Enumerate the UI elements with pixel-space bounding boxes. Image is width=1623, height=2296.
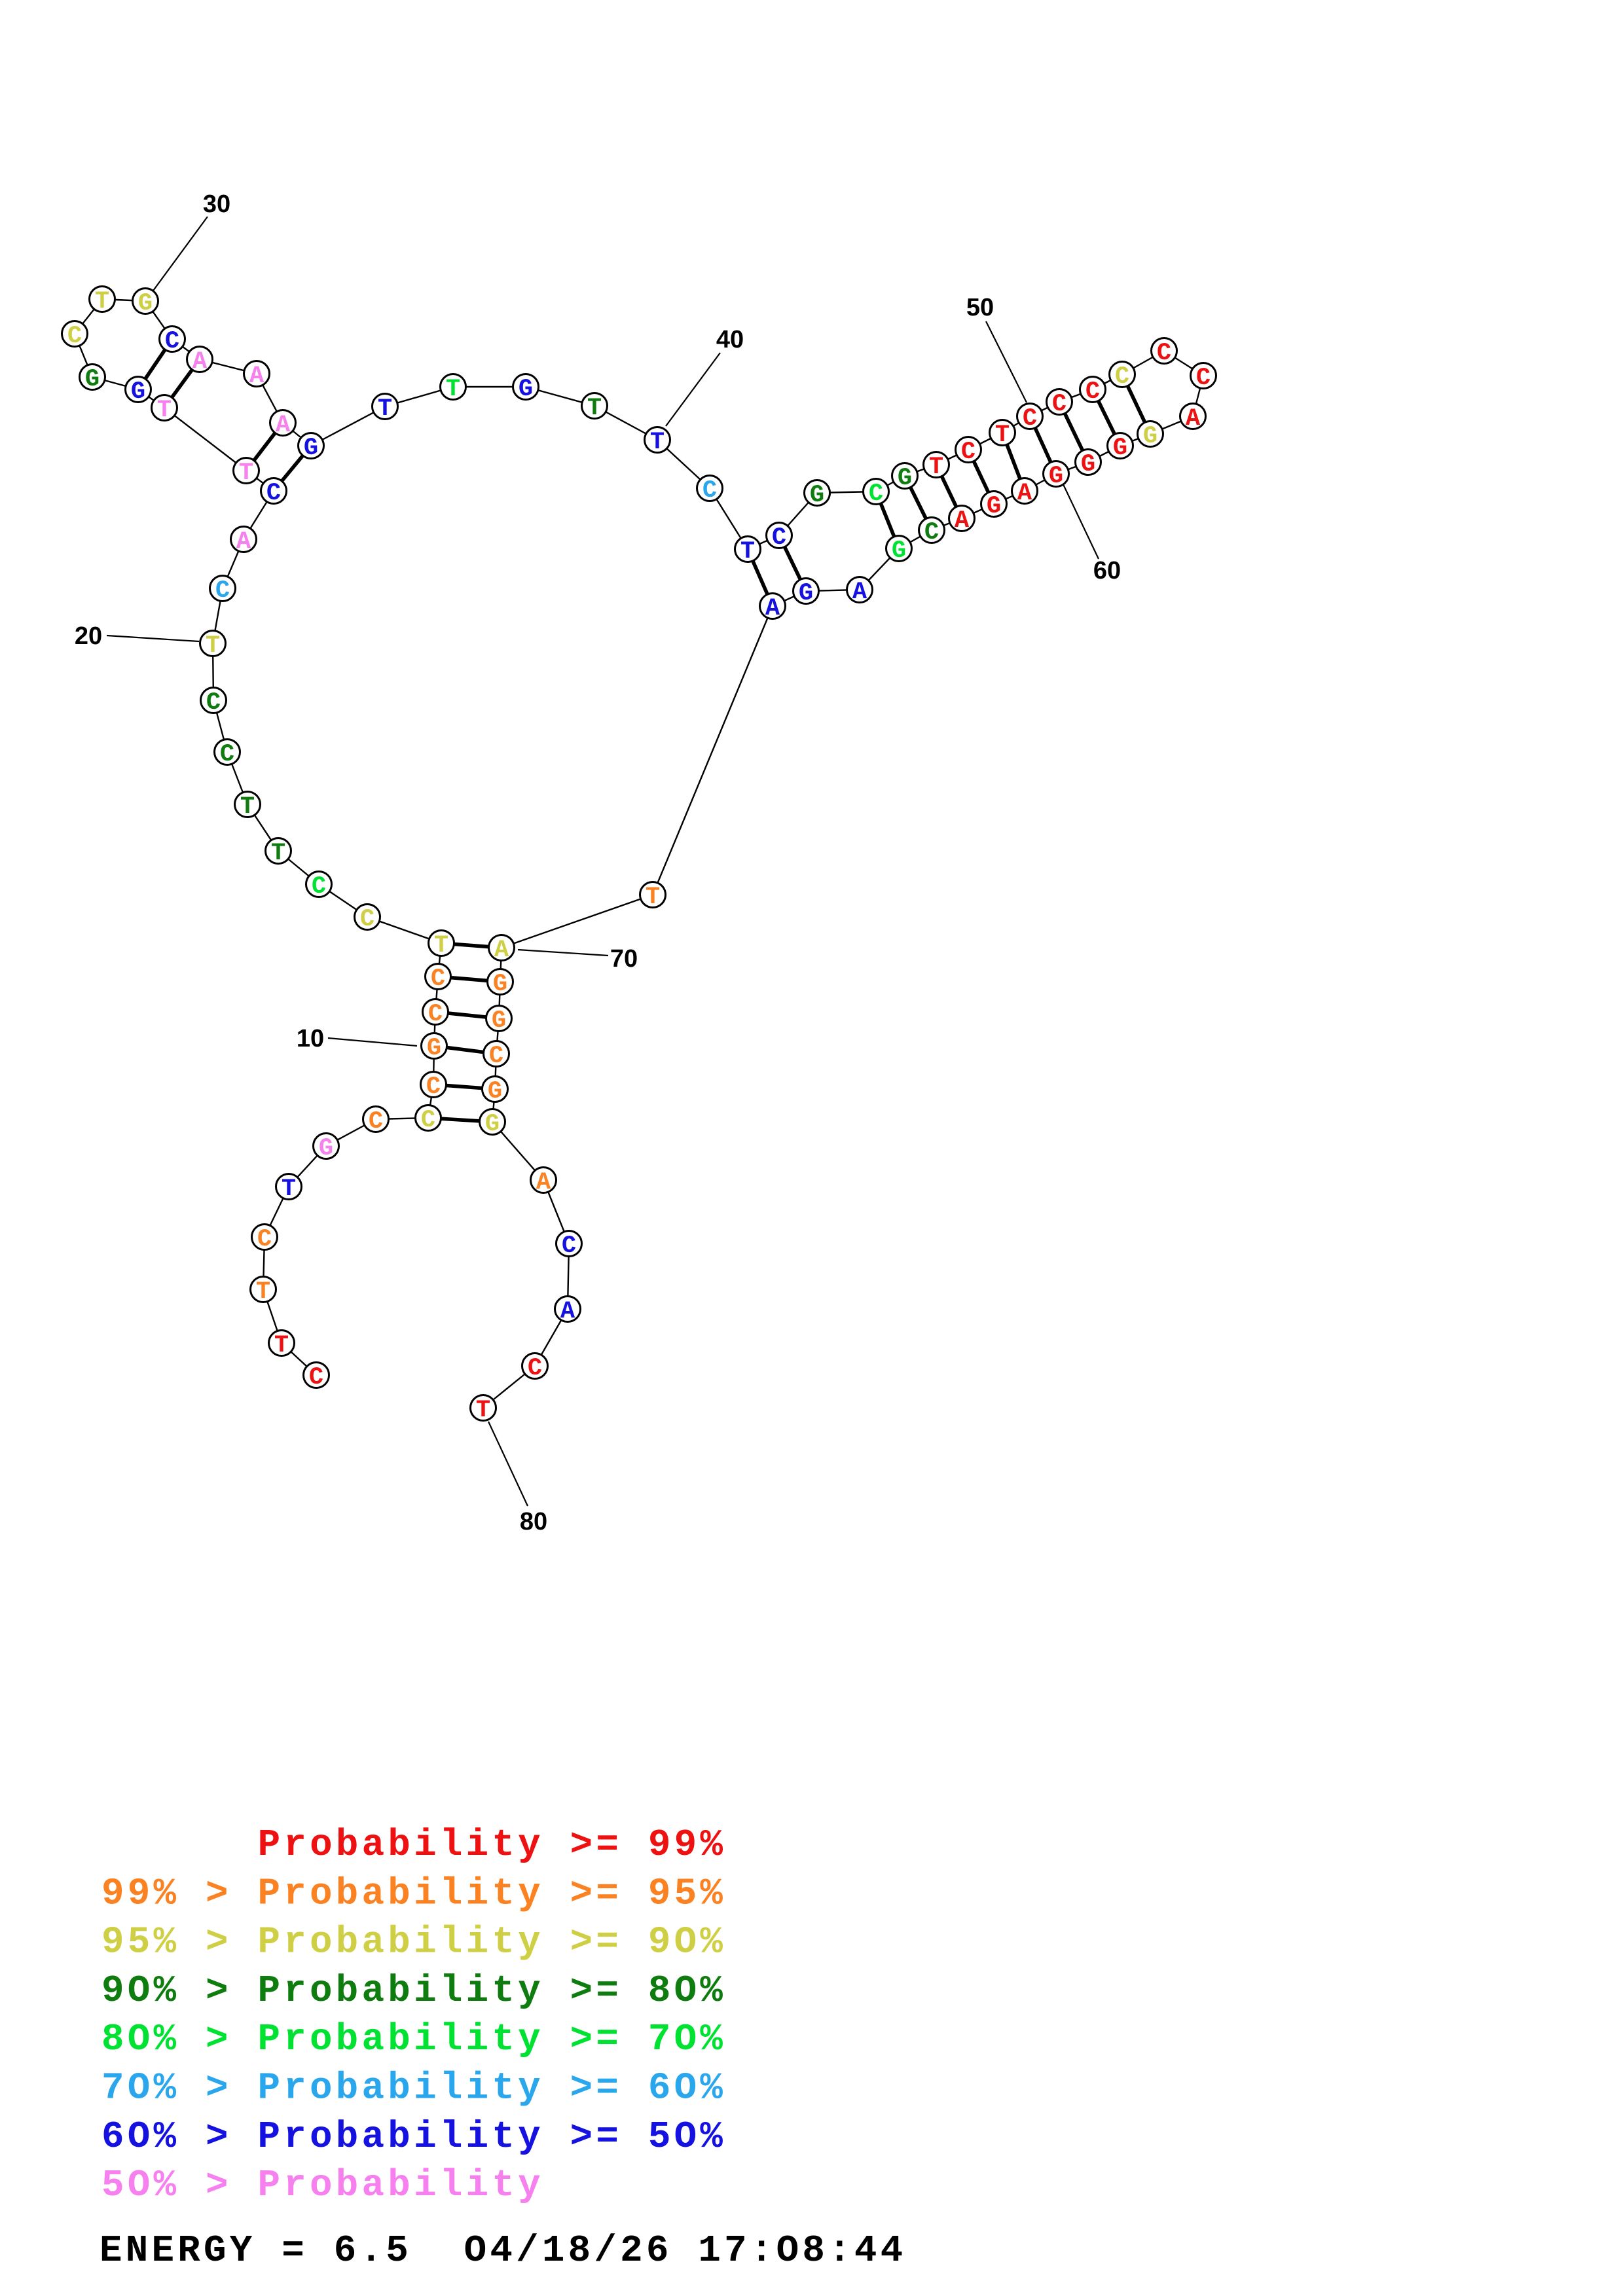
svg-text:T: T — [646, 884, 660, 911]
svg-text:C: C — [489, 1043, 503, 1070]
svg-text:A: A — [249, 363, 264, 390]
svg-text:T: T — [587, 395, 602, 422]
svg-text:T: T — [206, 632, 220, 660]
svg-text:5O% > Probability: 5O% > Probability — [101, 2164, 544, 2207]
svg-text:G: G — [304, 435, 318, 462]
svg-text:C: C — [431, 965, 445, 993]
svg-text:99% > Probability >= 95%: 99% > Probability >= 95% — [101, 1873, 726, 1915]
svg-text:10: 10 — [297, 1025, 324, 1052]
svg-text:C: C — [428, 1001, 443, 1028]
svg-text:G: G — [810, 482, 824, 509]
svg-text:C: C — [528, 1355, 542, 1382]
svg-text:9O% > Probability >= 8O%: 9O% > Probability >= 8O% — [101, 1970, 726, 2013]
svg-text:T: T — [157, 397, 172, 424]
svg-text:T: T — [740, 538, 755, 565]
svg-text:C: C — [961, 439, 976, 466]
svg-text:T: T — [239, 459, 253, 487]
svg-text:G: G — [1049, 463, 1063, 490]
svg-text:20: 20 — [75, 622, 102, 650]
svg-text:G: G — [131, 378, 145, 406]
svg-text:C: C — [1052, 391, 1067, 418]
svg-text:C: C — [1085, 378, 1100, 406]
svg-text:Probability >= 99%: Probability >= 99% — [258, 1824, 727, 1867]
svg-text:G: G — [488, 1078, 502, 1105]
svg-text:T: T — [446, 376, 460, 403]
svg-text:C: C — [869, 480, 883, 508]
svg-text:G: G — [493, 971, 507, 998]
svg-text:T: T — [240, 793, 255, 821]
svg-text:C: C — [426, 1073, 441, 1101]
svg-text:C: C — [1023, 405, 1037, 433]
svg-text:G: G — [1113, 435, 1127, 462]
svg-text:ENERGY = 6.5 O4/18/26 17:O8:4: ENERGY = 6.5 O4/18/26 17:O8:44 — [100, 2230, 906, 2272]
svg-text:C: C — [67, 323, 82, 350]
svg-text:A: A — [1186, 405, 1201, 433]
svg-text:C: C — [924, 519, 939, 547]
svg-text:G: G — [1143, 423, 1158, 450]
svg-text:A: A — [536, 1169, 551, 1196]
svg-text:A: A — [192, 348, 208, 376]
svg-text:T: T — [274, 1332, 289, 1359]
svg-text:G: G — [485, 1111, 500, 1138]
svg-text:T: T — [95, 288, 109, 315]
svg-text:C: C — [1196, 365, 1211, 392]
svg-text:A: A — [560, 1298, 575, 1325]
svg-text:T: T — [476, 1397, 490, 1424]
svg-text:T: T — [995, 422, 1010, 449]
svg-text:G: G — [319, 1135, 333, 1162]
svg-text:A: A — [955, 507, 970, 535]
svg-text:T: T — [256, 1278, 270, 1306]
svg-text:60: 60 — [1093, 557, 1121, 584]
svg-text:A: A — [1017, 480, 1032, 507]
svg-text:G: G — [138, 290, 153, 317]
svg-text:C: C — [206, 689, 221, 717]
svg-text:C: C — [165, 328, 179, 355]
svg-text:A: A — [494, 937, 509, 964]
svg-text:80: 80 — [520, 1508, 547, 1535]
svg-text:T: T — [378, 395, 392, 423]
svg-text:A: A — [852, 579, 867, 606]
svg-text:G: G — [427, 1035, 441, 1062]
svg-text:70: 70 — [610, 945, 638, 973]
svg-text:C: C — [266, 480, 281, 507]
svg-text:50: 50 — [966, 294, 994, 321]
svg-text:G: G — [799, 580, 813, 607]
svg-text:C: C — [360, 906, 374, 933]
svg-text:T: T — [650, 429, 665, 456]
svg-text:7O% > Probability >= 6O%: 7O% > Probability >= 6O% — [101, 2068, 726, 2110]
svg-text:C: C — [702, 477, 717, 505]
svg-text:G: G — [892, 537, 906, 565]
svg-text:T: T — [929, 454, 943, 481]
svg-text:C: C — [257, 1226, 272, 1253]
svg-text:T: T — [434, 932, 448, 960]
svg-text:A: A — [765, 595, 780, 622]
svg-text:G: G — [987, 493, 1001, 520]
svg-text:95% > Probability >= 9O%: 95% > Probability >= 9O% — [101, 1922, 726, 1964]
svg-text:G: G — [85, 366, 100, 393]
svg-text:C: C — [772, 524, 786, 552]
svg-text:C: C — [1115, 363, 1129, 391]
svg-text:8O% > Probability >= 7O%: 8O% > Probability >= 7O% — [101, 2018, 726, 2061]
svg-text:G: G — [492, 1007, 506, 1035]
svg-text:G: G — [1081, 451, 1095, 478]
svg-text:C: C — [369, 1108, 383, 1136]
svg-text:C: C — [1157, 340, 1171, 367]
svg-text:G: G — [898, 465, 912, 492]
svg-text:T: T — [271, 840, 285, 867]
svg-text:C: C — [421, 1107, 435, 1134]
svg-text:A: A — [236, 528, 251, 556]
svg-text:G: G — [519, 376, 533, 403]
svg-text:C: C — [309, 1364, 323, 1391]
svg-text:6O% > Probability >= 5O%: 6O% > Probability >= 5O% — [101, 2116, 726, 2159]
svg-text:T: T — [282, 1175, 296, 1203]
svg-text:40: 40 — [716, 326, 744, 353]
svg-text:C: C — [562, 1232, 576, 1260]
svg-text:C: C — [312, 873, 326, 901]
svg-text:A: A — [276, 412, 291, 439]
svg-text:30: 30 — [203, 190, 230, 218]
svg-text:C: C — [215, 577, 230, 605]
svg-text:C: C — [220, 741, 234, 768]
